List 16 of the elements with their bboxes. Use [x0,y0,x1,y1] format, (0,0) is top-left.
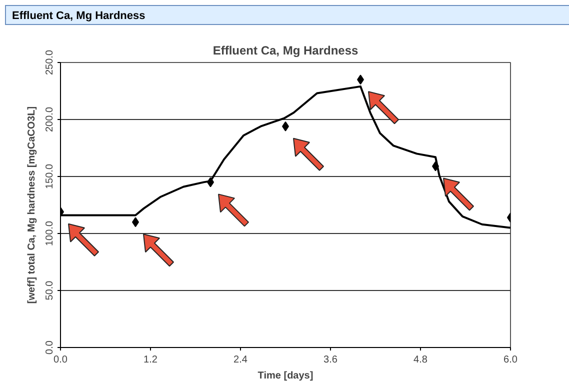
x-tick-label: 6.0 [504,354,518,366]
x-tick-label: 1.2 [144,354,158,366]
y-tick-label: 100.0 [44,220,56,246]
y-axis-title: [weff] total Ca, Mg hardness [mgCaCO3L] [26,106,38,304]
x-tick-label: 3.6 [324,354,338,366]
x-axis-title: Time [days] [258,370,314,382]
x-tick-label: 0.0 [54,354,68,366]
x-tick-label: 2.4 [234,354,248,366]
chart-title: Effluent Ca, Mg Hardness [212,44,359,58]
y-tick-label: 250.0 [44,50,56,76]
x-tick-label: 4.8 [414,354,428,366]
y-tick-label: 200.0 [44,106,56,132]
y-tick-label: 50.0 [44,280,56,300]
y-tick-label: 150.0 [44,164,56,190]
y-tick-label: 0.0 [44,340,56,354]
text: Effluent Ca, Mg Hardness [12,9,146,24]
